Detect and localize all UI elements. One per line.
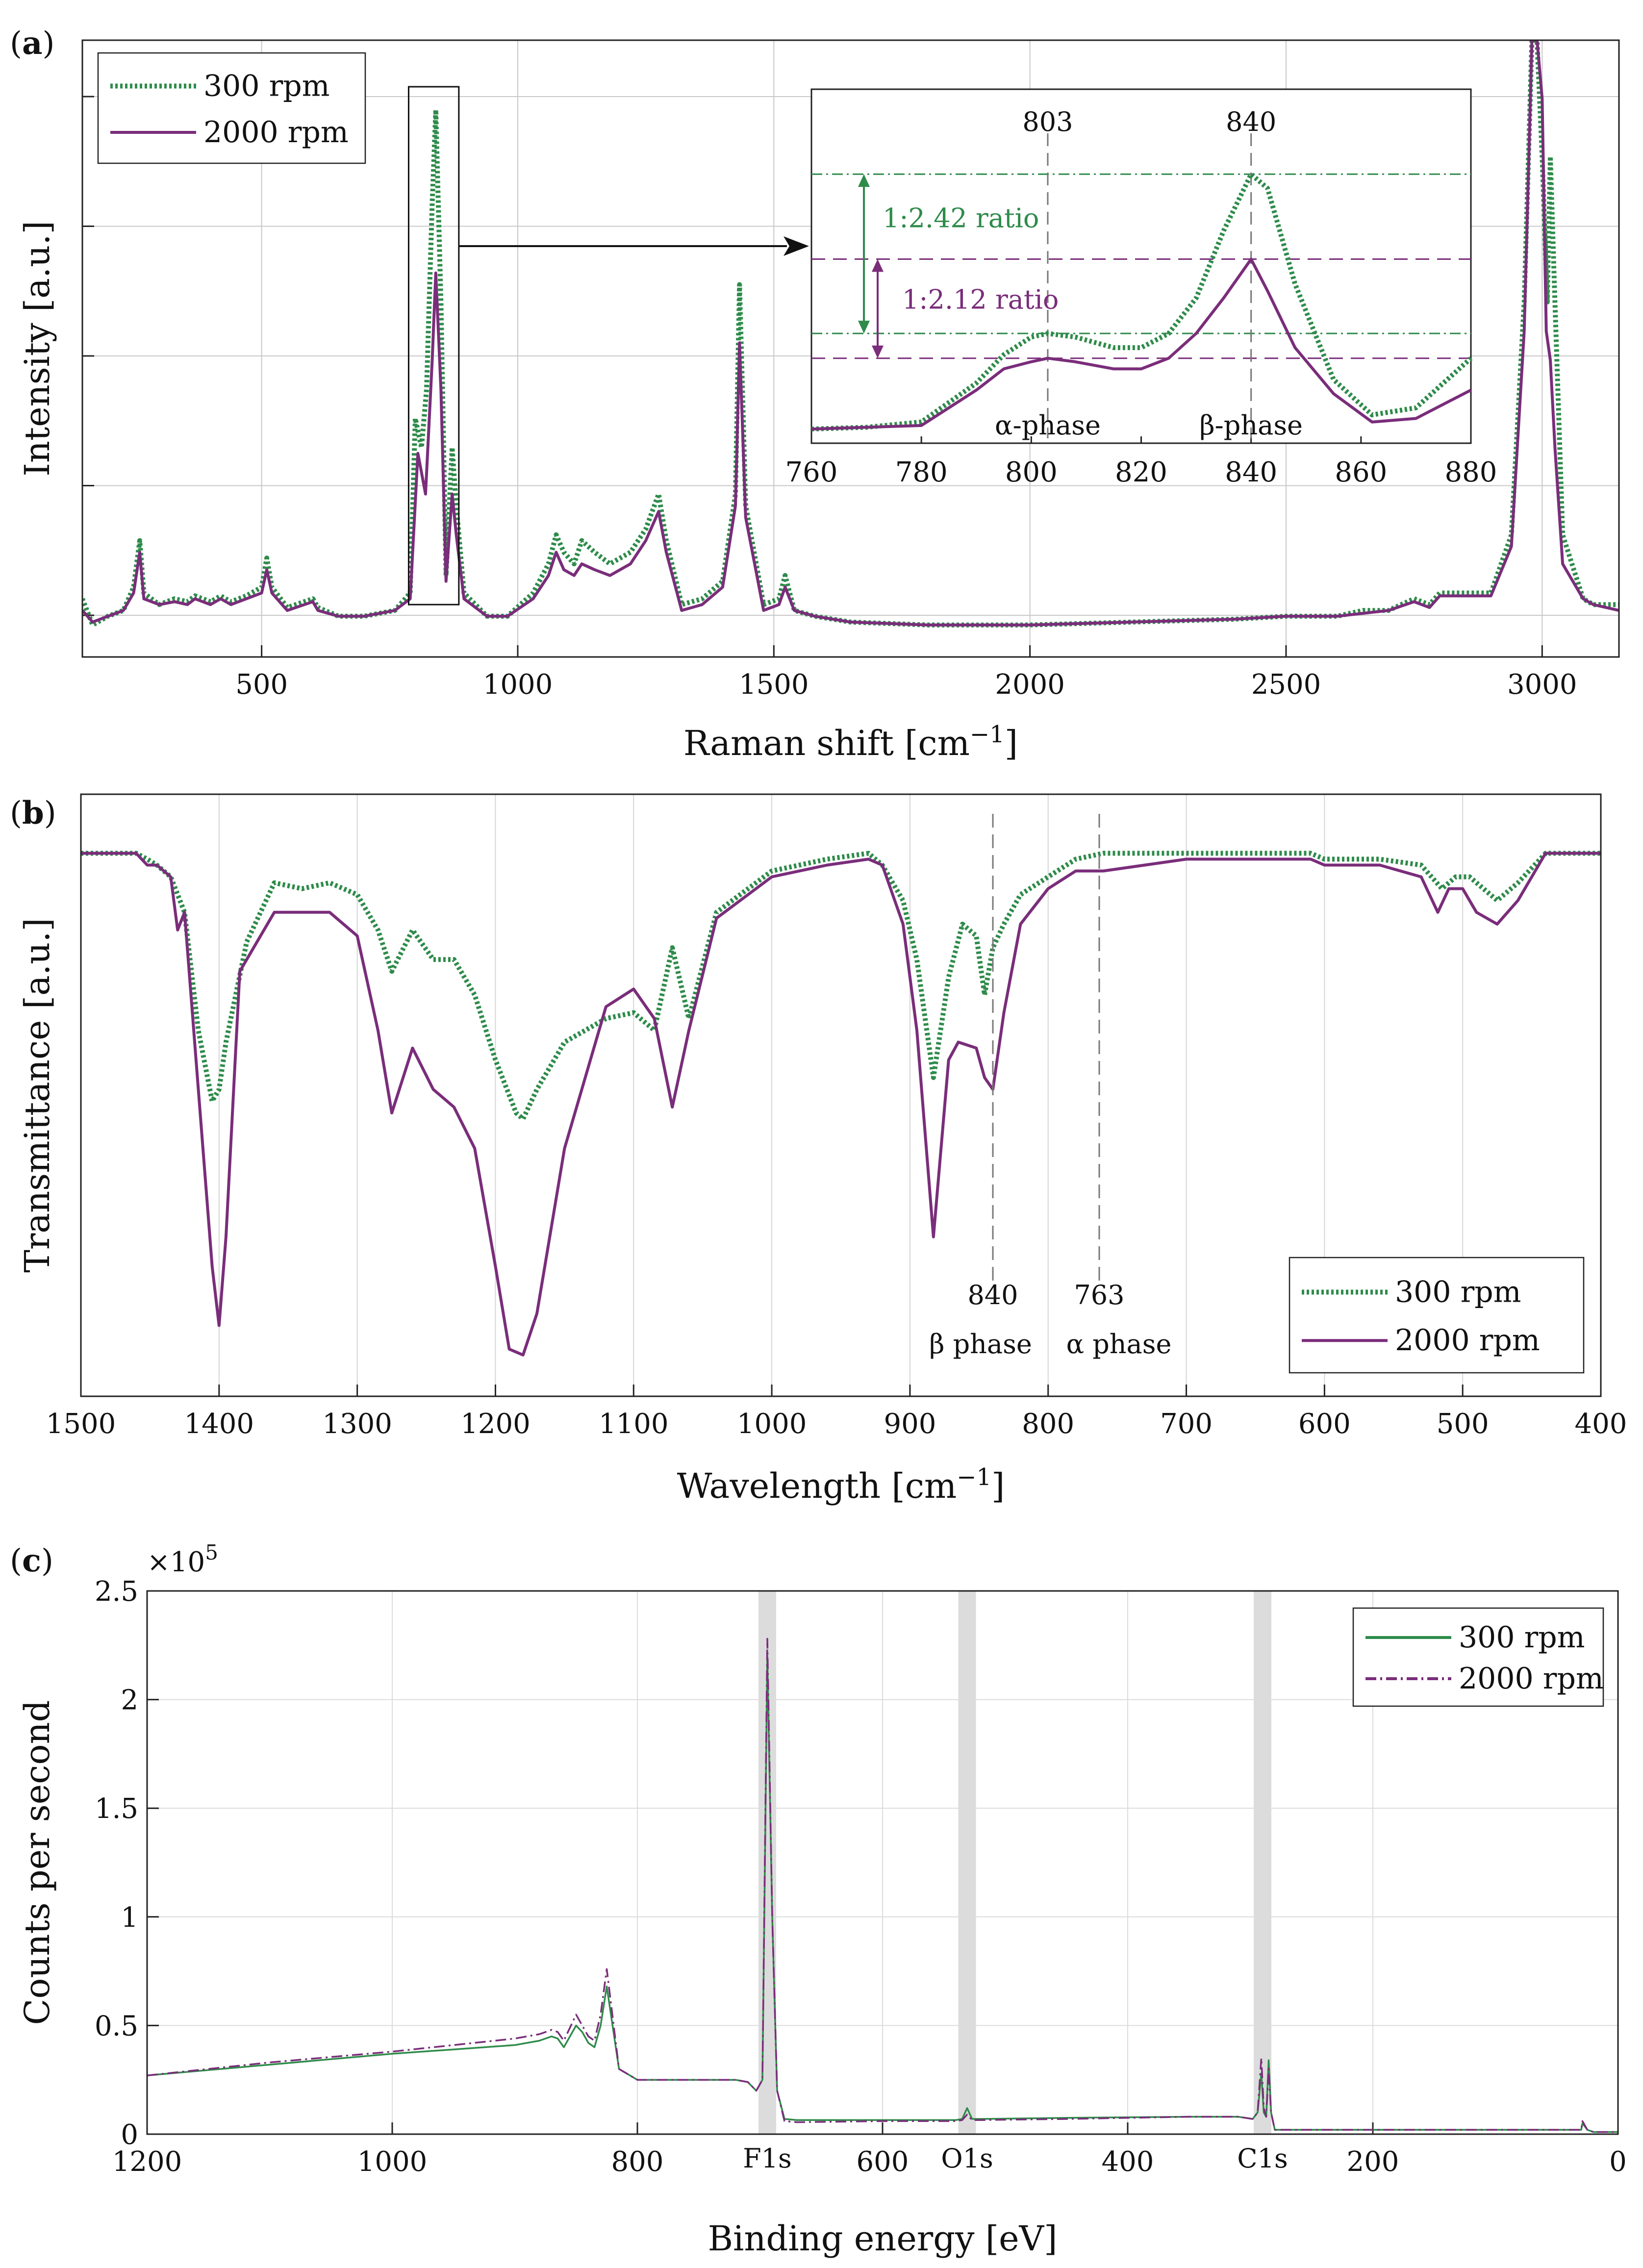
inset-peak-label-0: 803 (1022, 106, 1073, 137)
panel-b-marker-phase-1: α phase (1066, 1329, 1172, 1360)
panel-c-multiplier: ×105 (147, 1540, 218, 1578)
panel-c-xtick-label: 1200 (112, 2146, 182, 2178)
panel-a-zoom-arrowhead (784, 236, 809, 256)
inset-ratio-arrow-purple-head-top (872, 259, 884, 272)
panel-a-legend-entry-0: 300 rpm (203, 69, 330, 103)
inset-xtick-label: 760 (785, 456, 838, 488)
panel-a-frame (81, 39, 1620, 658)
panel-b-xtick-label: 1000 (737, 1408, 807, 1440)
panel-b-xtick-label: 400 (1575, 1408, 1627, 1440)
panel-b-xlabel: Wavelength [cm−1] (677, 1463, 1005, 1506)
panel-b-series-1 (81, 852, 1601, 1357)
inset-ratio-arrow-green-head-bottom (858, 321, 870, 334)
panel-c-series-0 (147, 1655, 1618, 2133)
panel-a-xtick-label: 1000 (483, 669, 553, 701)
panel-c-xlabel: Binding energy [eV] (708, 2218, 1058, 2259)
panel-a-xlabel: Raman shift [cm−1] (683, 721, 1018, 763)
inset-series-0 (811, 172, 1473, 432)
inset-ratio-label-green: 1:2.42 ratio (883, 203, 1039, 234)
panel-c-xtick-label: 200 (1347, 2146, 1399, 2178)
panel-a-zoom-box (407, 86, 460, 605)
panel-c-ytick-label: 2 (121, 1685, 138, 1716)
panel-c-legend-entry-0: 300 rpm (1459, 1620, 1585, 1655)
inset-series-1 (811, 257, 1472, 431)
inset-ratio-arrow-purple-head-bottom (872, 345, 884, 358)
panel-b-xtick-label: 900 (884, 1408, 936, 1440)
panel-b-xtick-label: 1400 (184, 1408, 254, 1440)
panel-c-band-label-0: F1s (743, 2143, 792, 2174)
panel-b-legend-entry-1: 2000 rpm (1395, 1323, 1540, 1358)
inset-xtick-label: 860 (1335, 456, 1387, 488)
panel-a-xtick-label: 3000 (1507, 669, 1577, 701)
inset-phase-label-alpha: α-phase (995, 410, 1101, 441)
panel-c-band-label-2: C1s (1237, 2143, 1288, 2174)
panel-c-xtick-label: 800 (611, 2146, 664, 2178)
panel-b: (b) 1500 1400 1300 1200 1100 1000 900 800 700 600 5… (10, 793, 1627, 1506)
inset-xtick-label: 840 (1225, 456, 1277, 488)
inset-peak-label-1: 840 (1226, 106, 1276, 137)
panel-b-xtick-label: 1200 (460, 1408, 531, 1440)
panel-a-legend-entry-1: 2000 rpm (203, 115, 349, 150)
panel-b-series-0 (81, 851, 1601, 1122)
panel-b-ylabel: Transmittance [a.u.] (17, 918, 57, 1273)
inset-xtick-label: 880 (1445, 456, 1497, 488)
panel-c-band-2 (1254, 1591, 1271, 2134)
panel-b-marker-value-0: 840 (967, 1280, 1018, 1310)
panel-b-xtick-label: 1300 (322, 1408, 392, 1440)
panel-a-series-0 (82, 40, 1619, 628)
panel-b-label: (b) (10, 795, 56, 832)
panel-b-marker-value-1: 763 (1074, 1280, 1124, 1310)
panel-b-marker-phase-0: β phase (929, 1329, 1032, 1360)
panel-c-xtick-label: 1000 (357, 2146, 428, 2178)
panel-c: (c) ×105 F1s O1s C1s 1200 1000 800 600 400 200 0 0 0.… (10, 1540, 1627, 2259)
panel-a-ylabel: Intensity [a.u.] (17, 221, 57, 477)
panel-a-xtick-label: 2000 (995, 669, 1065, 701)
panel-c-ytick-label: 2.5 (95, 1576, 138, 1608)
panel-a-label: (a) (10, 25, 54, 62)
panel-b-xtick-label: 1100 (599, 1408, 669, 1440)
panel-c-ytick-label: 1.5 (95, 1793, 138, 1825)
panel-b-xtick-label: 800 (1022, 1408, 1074, 1440)
panel-c-frame (146, 1590, 1619, 2135)
panel-c-label: (c) (10, 1542, 53, 1579)
panel-a-xtick-label: 500 (235, 669, 288, 701)
panel-a: (a) 500 1000 1500 2000 2500 3000 300 rpm 2000 rp… (10, 25, 1620, 763)
panel-c-xtick-label: 400 (1102, 2146, 1154, 2178)
panel-a-xtick-label: 2500 (1251, 669, 1321, 701)
panel-c-xtick-label: 0 (1609, 2146, 1627, 2178)
panel-c-band-label-1: O1s (941, 2143, 993, 2174)
panel-b-xtick-label: 1500 (46, 1408, 116, 1440)
inset-frame (810, 88, 1472, 444)
inset-xtick-label: 780 (895, 456, 948, 488)
panel-b-legend-box (1289, 1257, 1585, 1374)
panel-a-legend-box (97, 52, 366, 164)
panel-c-ytick-label: 1 (121, 1902, 138, 1934)
panel-c-legend-entry-1: 2000 rpm (1459, 1662, 1604, 1696)
panel-b-xtick-label: 600 (1298, 1408, 1351, 1440)
panel-c-ytick-label: 0 (121, 2119, 138, 2151)
panel-c-series-1 (147, 1638, 1618, 2133)
inset-ratio-label-purple: 1:2.12 ratio (902, 284, 1059, 315)
inset-xtick-label: 820 (1115, 456, 1167, 488)
panel-b-xtick-label: 700 (1160, 1408, 1213, 1440)
panel-b-xtick-label: 500 (1437, 1408, 1489, 1440)
inset-ratio-arrow-green-head-top (858, 174, 870, 187)
panel-b-frame (80, 793, 1602, 1397)
panel-a-series-1 (82, 40, 1619, 627)
inset-phase-label-beta: β-phase (1199, 410, 1303, 441)
panel-c-ylabel: Counts per second (17, 1700, 57, 2025)
panel-c-ytick-label: 0.5 (95, 2010, 138, 2042)
panel-c-xtick-label: 600 (857, 2146, 909, 2178)
panel-c-band-1 (958, 1591, 976, 2134)
inset-xtick-label: 800 (1005, 456, 1058, 488)
panel-b-legend-entry-0: 300 rpm (1395, 1275, 1521, 1310)
panel-c-legend-box (1352, 1607, 1604, 1707)
panel-a-xtick-label: 1500 (739, 669, 809, 701)
